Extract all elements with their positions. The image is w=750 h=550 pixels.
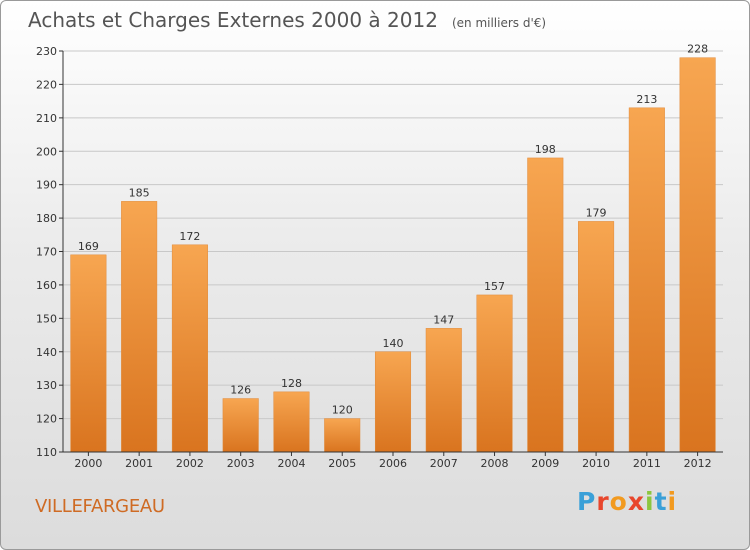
bar xyxy=(578,221,615,453)
x-tick-label: 2011 xyxy=(633,457,661,470)
bar xyxy=(222,398,259,453)
x-tick-label: 2008 xyxy=(481,457,509,470)
y-tick-label: 110 xyxy=(36,446,57,459)
chart-unit: (en milliers d'€) xyxy=(451,16,547,30)
x-tick-label: 2010 xyxy=(582,457,610,470)
y-tick-label: 220 xyxy=(36,78,57,91)
bar xyxy=(70,254,107,453)
x-tick-label: 2012 xyxy=(684,457,712,470)
logo-letter: P xyxy=(577,487,597,516)
data-label: 126 xyxy=(230,384,251,397)
y-tick-label: 140 xyxy=(36,346,57,359)
x-tick-label: 2005 xyxy=(328,457,356,470)
bar xyxy=(374,351,412,453)
y-tick-label: 200 xyxy=(36,145,57,158)
bar xyxy=(679,57,716,453)
bar xyxy=(273,391,310,453)
y-tick-label: 170 xyxy=(36,246,57,259)
x-tick-label: 2006 xyxy=(379,457,407,470)
chart-title: Achats et Charges Externes 2000 à 2012 (e… xyxy=(28,8,546,32)
data-label: 185 xyxy=(129,186,150,199)
proxiti-logo: Proxiti xyxy=(577,487,677,516)
x-tick-label: 2004 xyxy=(277,457,305,470)
bar xyxy=(527,157,564,453)
bar xyxy=(324,418,361,453)
y-tick-label: 160 xyxy=(36,279,57,292)
y-tick-label: 190 xyxy=(36,179,57,192)
y-tick-label: 120 xyxy=(36,413,57,426)
y-tick-label: 230 xyxy=(36,45,57,58)
x-tick-label: 2002 xyxy=(176,457,204,470)
data-label: 172 xyxy=(179,230,200,243)
data-label: 147 xyxy=(433,313,454,326)
x-tick-label: 2003 xyxy=(227,457,255,470)
logo-letter: r xyxy=(596,487,610,516)
x-tick-label: 2000 xyxy=(74,457,102,470)
data-label: 179 xyxy=(586,206,607,219)
logo-letter: o xyxy=(609,487,628,516)
y-tick-label: 180 xyxy=(36,212,57,225)
y-tick-label: 150 xyxy=(36,312,57,325)
commune-name: VILLEFARGEAU xyxy=(35,496,165,517)
y-tick-label: 130 xyxy=(36,379,57,392)
logo-letter: x xyxy=(627,487,645,516)
logo-letter: t xyxy=(654,487,668,516)
bar xyxy=(628,107,665,453)
x-tick-label: 2009 xyxy=(531,457,559,470)
logo-letter: i xyxy=(667,487,678,516)
bar xyxy=(476,294,513,453)
data-label: 213 xyxy=(636,93,657,106)
x-tick-label: 2007 xyxy=(430,457,458,470)
data-label: 169 xyxy=(78,240,99,253)
logo-letter: i xyxy=(645,487,655,516)
bar xyxy=(425,328,462,453)
data-label: 128 xyxy=(281,377,302,390)
data-label: 157 xyxy=(484,280,505,293)
data-label: 140 xyxy=(383,337,404,350)
bar xyxy=(171,244,208,453)
y-tick-label: 210 xyxy=(36,112,57,125)
data-label: 198 xyxy=(535,143,556,156)
x-tick-label: 2001 xyxy=(125,457,153,470)
data-label: 228 xyxy=(687,43,708,56)
chart-title-text: Achats et Charges Externes 2000 à 2012 xyxy=(28,8,438,32)
data-label: 120 xyxy=(332,404,353,417)
bar xyxy=(121,201,158,453)
